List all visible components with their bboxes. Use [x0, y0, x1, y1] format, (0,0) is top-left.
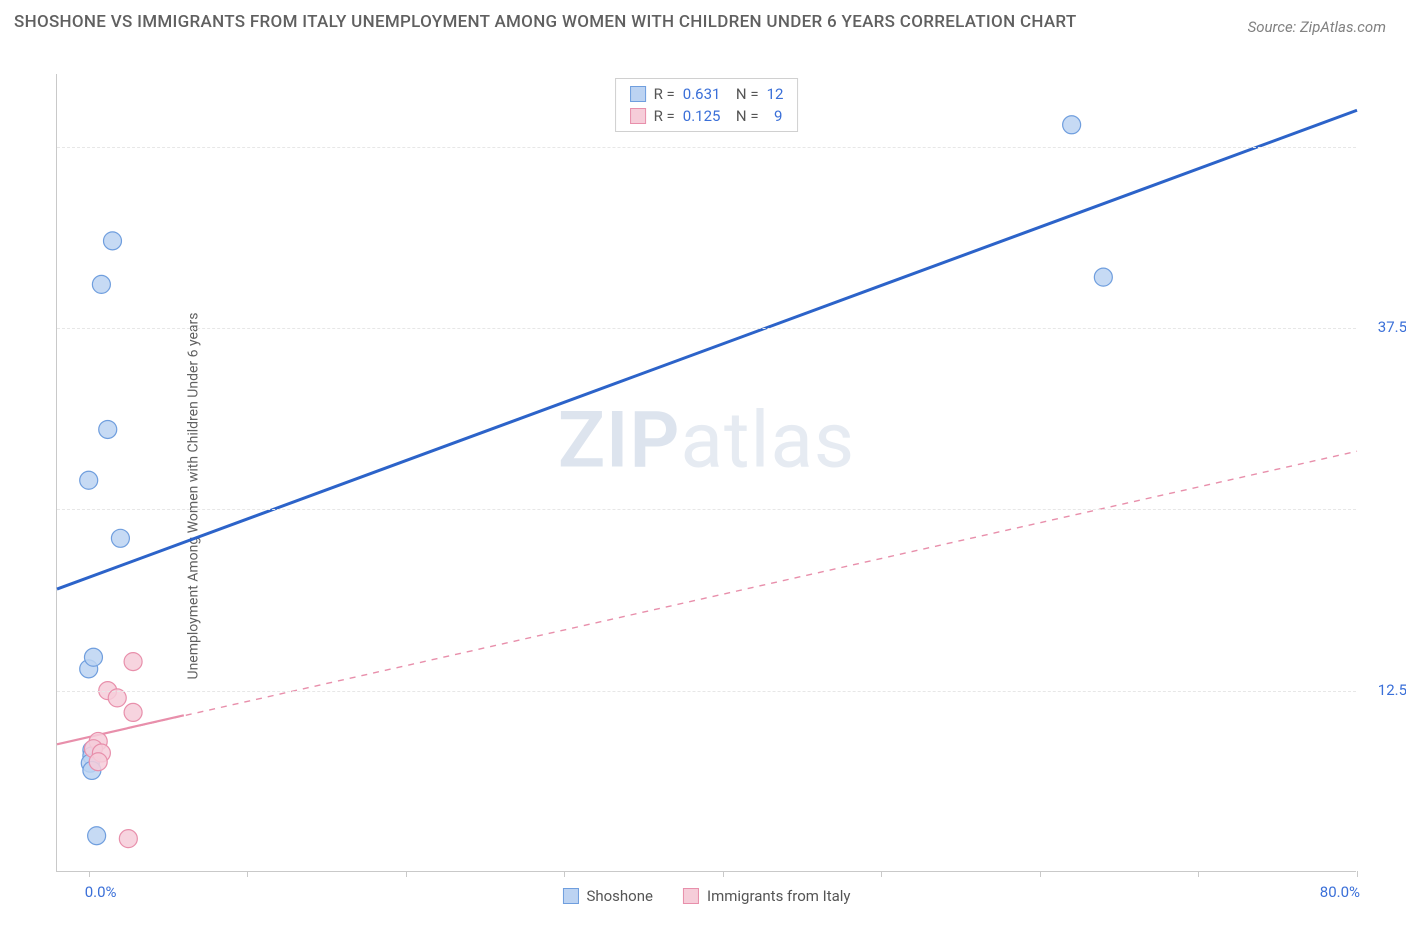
chart-container: Unemployment Among Women with Children U…: [14, 72, 1392, 920]
data-point: [111, 529, 129, 547]
trend-line: [57, 110, 1357, 589]
r-value-italy: 0.125: [683, 107, 721, 125]
x-tick-label: 80.0%: [1320, 883, 1360, 901]
data-point: [84, 648, 102, 666]
plot-svg: [57, 74, 1356, 871]
chart-source: Source: ZipAtlas.com: [1248, 18, 1386, 36]
legend-label-italy: Immigrants from Italy: [707, 887, 851, 905]
gridline: [57, 509, 1356, 510]
legend-item-shoshone: Shoshone: [562, 887, 653, 905]
trend-line-solid-segment: [57, 715, 184, 744]
swatch-bottom-shoshone: [562, 888, 578, 904]
gridline: [57, 147, 1356, 148]
swatch-italy: [630, 108, 646, 124]
legend-item-italy: Immigrants from Italy: [683, 887, 851, 905]
data-point: [88, 827, 106, 845]
x-tick: [1357, 871, 1358, 877]
x-tick: [247, 871, 248, 877]
legend-row-italy: R = 0.125 N = 9: [630, 105, 784, 127]
x-tick: [406, 871, 407, 877]
chart-header: SHOSHONE VS IMMIGRANTS FROM ITALY UNEMPL…: [0, 0, 1406, 36]
x-tick: [881, 871, 882, 877]
x-tick: [564, 871, 565, 877]
legend-row-shoshone: R = 0.631 N = 12: [630, 83, 784, 105]
x-tick: [1198, 871, 1199, 877]
legend-label-shoshone: Shoshone: [586, 887, 653, 905]
y-tick-label: 37.5%: [1378, 318, 1406, 336]
legend-series: Shoshone Immigrants from Italy: [562, 887, 850, 905]
plot-area: ZIPatlas R = 0.631 N = 12 R = 0.125 N = …: [56, 74, 1356, 872]
x-tick-label: 0.0%: [85, 883, 117, 901]
n-value-shoshone: 12: [767, 85, 784, 103]
swatch-bottom-italy: [683, 888, 699, 904]
data-point: [92, 275, 110, 293]
data-point: [89, 753, 107, 771]
data-point: [124, 653, 142, 671]
data-point: [80, 471, 98, 489]
swatch-shoshone: [630, 86, 646, 102]
x-tick: [89, 871, 90, 877]
legend-correlation: R = 0.631 N = 12 R = 0.125 N = 9: [615, 78, 799, 132]
data-point: [1063, 116, 1081, 134]
data-point: [1094, 268, 1112, 286]
x-tick: [723, 871, 724, 877]
gridline: [57, 328, 1356, 329]
data-point: [99, 420, 117, 438]
chart-title: SHOSHONE VS IMMIGRANTS FROM ITALY UNEMPL…: [14, 10, 1077, 36]
gridline: [57, 691, 1356, 692]
n-value-italy: 9: [767, 107, 783, 125]
x-tick: [1040, 871, 1041, 877]
r-value-shoshone: 0.631: [683, 85, 721, 103]
data-point: [124, 703, 142, 721]
trend-line: [57, 451, 1357, 744]
y-tick-label: 12.5%: [1378, 681, 1406, 699]
data-point: [119, 830, 137, 848]
data-point: [103, 232, 121, 250]
